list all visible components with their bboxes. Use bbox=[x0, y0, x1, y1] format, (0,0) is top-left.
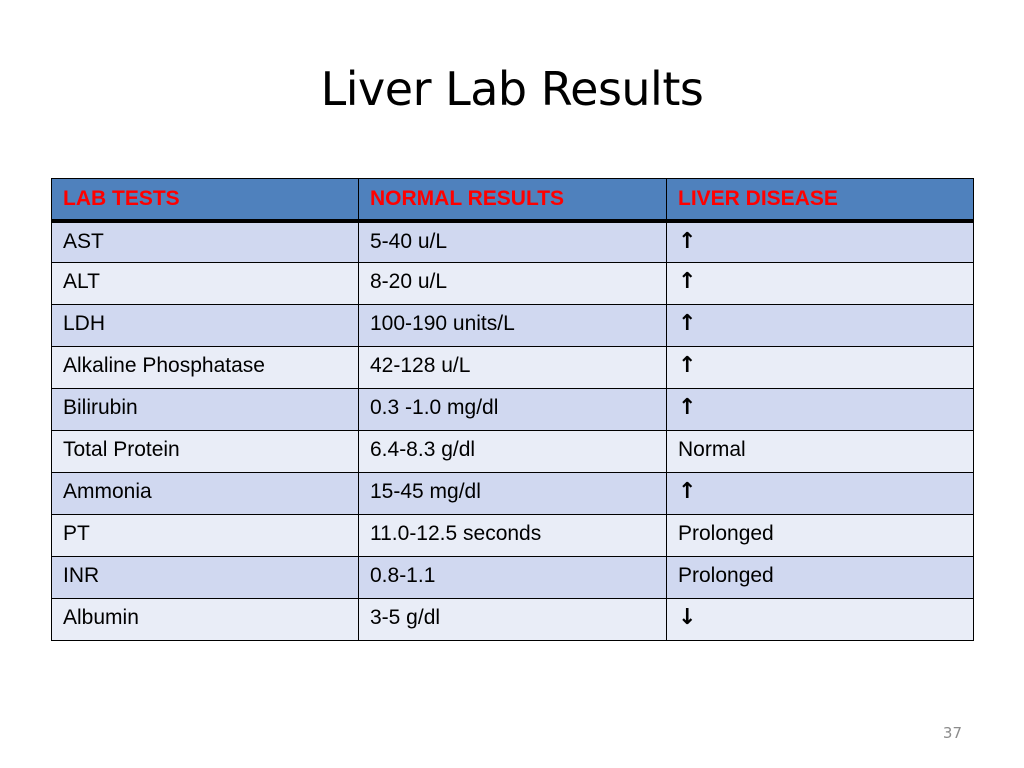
cell-normal-result: 8-20 u/L bbox=[358, 262, 667, 305]
table-row: LDH 100-190 units/L ↑ bbox=[51, 304, 974, 347]
cell-liver-disease: ↑ bbox=[666, 472, 974, 515]
cell-normal-result: 0.3 -1.0 mg/dl bbox=[358, 388, 667, 431]
arrow-up-icon: ↑ bbox=[678, 353, 697, 378]
arrow-down-icon: ↓ bbox=[678, 605, 697, 630]
cell-liver-disease: ↑ bbox=[666, 262, 974, 305]
header-lab-tests: LAB TESTS bbox=[51, 178, 359, 223]
cell-normal-result: 11.0-12.5 seconds bbox=[358, 514, 667, 557]
table-row: Bilirubin 0.3 -1.0 mg/dl ↑ bbox=[51, 388, 974, 431]
table-row: ALT 8-20 u/L ↑ bbox=[51, 262, 974, 305]
cell-liver-disease: ↑ bbox=[666, 388, 974, 431]
cell-liver-disease: Prolonged bbox=[666, 514, 974, 557]
cell-normal-result: 3-5 g/dl bbox=[358, 598, 667, 641]
table-row: Albumin 3-5 g/dl ↓ bbox=[51, 598, 974, 641]
table-row: Ammonia 15-45 mg/dl ↑ bbox=[51, 472, 974, 515]
cell-normal-result: 100-190 units/L bbox=[358, 304, 667, 347]
arrow-up-icon: ↑ bbox=[678, 269, 697, 294]
table-row: PT 11.0-12.5 seconds Prolonged bbox=[51, 514, 974, 557]
cell-lab-test: Total Protein bbox=[51, 430, 359, 473]
cell-liver-disease: ↑ bbox=[666, 304, 974, 347]
cell-normal-result: 42-128 u/L bbox=[358, 346, 667, 389]
arrow-up-icon: ↑ bbox=[678, 228, 697, 254]
cell-lab-test: Ammonia bbox=[51, 472, 359, 515]
table-row: Alkaline Phosphatase 42-128 u/L ↑ bbox=[51, 346, 974, 389]
cell-normal-result: 15-45 mg/dl bbox=[358, 472, 667, 515]
table-header-row: LAB TESTS NORMAL RESULTS LIVER DISEASE bbox=[51, 178, 974, 223]
liver-disease-text: Prolonged bbox=[678, 564, 774, 587]
cell-lab-test: Bilirubin bbox=[51, 388, 359, 431]
arrow-up-icon: ↑ bbox=[678, 395, 697, 420]
table-body: AST 5-40 u/L ↑ ALT 8-20 u/L ↑ LDH 100-190 units… bbox=[51, 220, 974, 641]
cell-lab-test: AST bbox=[51, 220, 359, 263]
cell-lab-test: ALT bbox=[51, 262, 359, 305]
cell-normal-result: 5-40 u/L bbox=[358, 220, 667, 263]
page-number: 37 bbox=[942, 724, 962, 742]
cell-lab-test: LDH bbox=[51, 304, 359, 347]
lab-results-table: LAB TESTS NORMAL RESULTS LIVER DISEASE A… bbox=[51, 178, 974, 641]
cell-liver-disease: Normal bbox=[666, 430, 974, 473]
table-row: AST 5-40 u/L ↑ bbox=[51, 220, 974, 263]
cell-lab-test: Alkaline Phosphatase bbox=[51, 346, 359, 389]
header-liver-disease: LIVER DISEASE bbox=[666, 178, 974, 223]
cell-lab-test: PT bbox=[51, 514, 359, 557]
table-row: INR 0.8-1.1 Prolonged bbox=[51, 556, 974, 599]
liver-disease-text: Normal bbox=[678, 438, 746, 461]
cell-lab-test: INR bbox=[51, 556, 359, 599]
slide-title: Liver Lab Results bbox=[320, 62, 704, 116]
header-normal-results: NORMAL RESULTS bbox=[358, 178, 667, 223]
liver-disease-text: Prolonged bbox=[678, 522, 774, 545]
cell-normal-result: 0.8-1.1 bbox=[358, 556, 667, 599]
arrow-up-icon: ↑ bbox=[678, 479, 697, 504]
arrow-up-icon: ↑ bbox=[678, 311, 697, 336]
cell-lab-test: Albumin bbox=[51, 598, 359, 641]
cell-liver-disease: ↓ bbox=[666, 598, 974, 641]
cell-liver-disease: ↑ bbox=[666, 346, 974, 389]
table-row: Total Protein 6.4-8.3 g/dl Normal bbox=[51, 430, 974, 473]
cell-normal-result: 6.4-8.3 g/dl bbox=[358, 430, 667, 473]
cell-liver-disease: Prolonged bbox=[666, 556, 974, 599]
cell-liver-disease: ↑ bbox=[666, 220, 974, 263]
